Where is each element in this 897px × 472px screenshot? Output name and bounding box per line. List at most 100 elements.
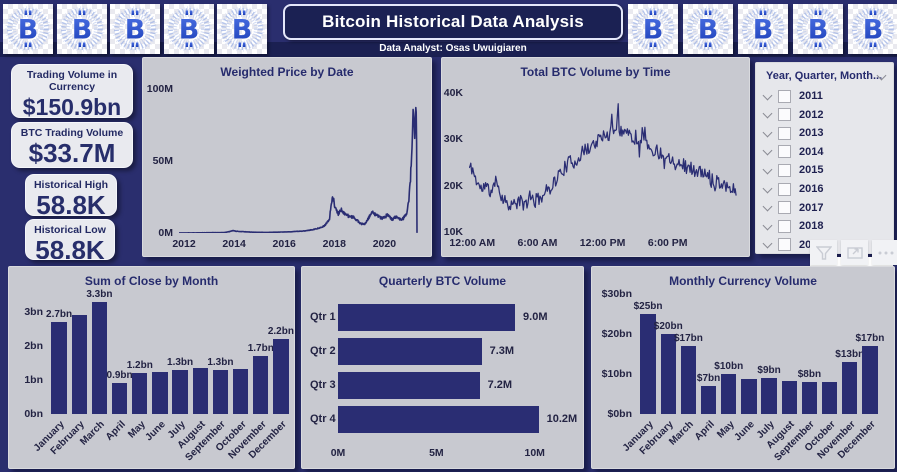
chart-title: Monthly Currency Volume	[669, 274, 817, 288]
slicer-item-2017[interactable]: 2017	[762, 199, 824, 217]
expand-chevron-icon[interactable]	[762, 127, 773, 138]
checkbox-2014[interactable]	[778, 145, 791, 159]
bar-qtr-1[interactable]	[338, 304, 516, 331]
kpi-label: Historical High	[33, 179, 109, 191]
slicer-item-2014[interactable]: 2014	[762, 143, 824, 161]
kpi-value: $33.7M	[28, 138, 116, 168]
slicer-item-2013[interactable]: 2013	[762, 124, 824, 142]
slicer-item-2018[interactable]: 2018	[762, 217, 824, 235]
bar-january[interactable]	[640, 314, 656, 414]
kpi-trading-volume-currency: Trading Volume in Currency $150.9bn	[11, 64, 133, 118]
bar-value-label: $17bn	[855, 333, 885, 344]
bar-qtr-4[interactable]	[338, 406, 539, 433]
bar-value-label: $10bn	[714, 361, 744, 372]
bar-value-label: $9bn	[757, 365, 781, 376]
bar-august[interactable]	[192, 368, 208, 414]
sum-of-close-by-month-chart: Sum of Close by Month 2.7bn January Februa…	[8, 266, 295, 469]
bar-august[interactable]	[781, 380, 797, 414]
slicer-item-2016[interactable]: 2016	[762, 180, 824, 198]
y-tick-label: 100M	[146, 83, 173, 95]
bitcoin-b-icon: B	[112, 6, 158, 52]
dashboard-title-box: Bitcoin Historical Data Analysis	[283, 4, 623, 40]
bar-july[interactable]	[172, 370, 188, 414]
slicer-item-2015[interactable]: 2015	[762, 161, 824, 179]
line-series	[179, 106, 418, 233]
x-tick-label: 2018	[322, 238, 346, 250]
bitcoin-b-icon: B	[795, 6, 841, 52]
slicer-item-label[interactable]: 2014	[799, 145, 824, 158]
bar-february[interactable]	[71, 315, 87, 414]
bar-november[interactable]	[253, 356, 269, 414]
slicer-item-label[interactable]: 2016	[799, 183, 824, 195]
bar-may[interactable]	[721, 374, 737, 414]
line-series	[469, 103, 737, 211]
bar-june[interactable]	[152, 372, 168, 414]
slicer-item-label[interactable]: 2015	[799, 164, 824, 177]
bar-september[interactable]	[801, 382, 818, 414]
expand-chevron-icon[interactable]	[762, 220, 773, 231]
bar-november[interactable]	[842, 362, 858, 414]
bar-value-label: $17bn	[673, 333, 703, 344]
expand-chevron-icon[interactable]	[762, 108, 773, 119]
bar-march[interactable]	[680, 346, 697, 414]
expand-chevron-icon[interactable]	[762, 183, 773, 193]
x-tick-label: 2014	[222, 238, 246, 250]
y-tick-label: 3bn	[24, 305, 43, 318]
checkbox-2013[interactable]	[778, 126, 791, 140]
expand-chevron-icon[interactable]	[762, 90, 773, 100]
bitcoin-logo: B	[628, 4, 678, 54]
bar-october[interactable]	[232, 368, 249, 414]
svg-text:B: B	[863, 15, 884, 46]
checkbox-2015[interactable]	[778, 163, 791, 177]
bar-value-label: $20bn	[653, 321, 683, 332]
kpi-value: 58.8K	[35, 235, 105, 260]
svg-text:B: B	[125, 15, 146, 46]
bar-march[interactable]	[91, 301, 108, 414]
checkbox-2019[interactable]	[778, 238, 791, 252]
filter-icon[interactable]	[810, 240, 837, 265]
expand-chevron-icon[interactable]	[762, 164, 773, 175]
slicer-item-2011[interactable]: 2011	[762, 87, 823, 105]
bar-value-label: 7.2M	[487, 379, 513, 391]
bar-may[interactable]	[132, 373, 148, 414]
bar-qtr-2[interactable]	[338, 338, 482, 365]
expand-chevron-icon[interactable]	[762, 201, 773, 212]
more-options-icon[interactable]	[872, 240, 897, 265]
slicer-item-label[interactable]: 2012	[799, 108, 824, 121]
slicer-item-label[interactable]: 2013	[799, 127, 824, 140]
expand-chevron-icon[interactable]	[762, 238, 773, 249]
y-tick-label: 30K	[443, 133, 463, 146]
bitcoin-logo: B	[3, 4, 53, 54]
bar-july[interactable]	[761, 378, 777, 414]
checkbox-2011[interactable]	[778, 89, 791, 103]
bar-december[interactable]	[862, 346, 878, 414]
checkbox-2017[interactable]	[778, 201, 791, 215]
bar-february[interactable]	[660, 334, 676, 414]
checkbox-2012[interactable]	[778, 108, 791, 122]
slicer-item-label[interactable]: 2017	[799, 201, 824, 214]
bitcoin-logo: B	[683, 4, 733, 54]
slicer-item-2012[interactable]: 2012	[762, 106, 824, 124]
bar-october[interactable]	[821, 382, 838, 414]
y-tick-label: $20bn	[601, 328, 632, 340]
plot-area	[469, 86, 747, 232]
bar-january[interactable]	[51, 322, 67, 414]
bar-value-label: $25bn	[633, 301, 663, 312]
kpi-label: Historical Low	[34, 224, 106, 236]
slicer-title[interactable]: Year, Quarter, Month...	[766, 70, 883, 82]
bar-qtr-3[interactable]	[338, 372, 480, 399]
checkbox-2018[interactable]	[778, 219, 791, 233]
svg-text:B: B	[753, 15, 774, 46]
checkbox-2016[interactable]	[778, 182, 791, 196]
bar-value-label: 9.0M	[523, 311, 548, 323]
bar-june[interactable]	[741, 379, 757, 414]
slicer-item-label[interactable]: 2011	[799, 90, 823, 102]
focus-mode-icon[interactable]	[841, 240, 868, 265]
bar-september[interactable]	[212, 369, 229, 414]
bar-december[interactable]	[273, 339, 289, 414]
expand-chevron-icon[interactable]	[762, 145, 773, 156]
bar-april[interactable]	[111, 383, 128, 414]
slicer-item-label[interactable]: 2018	[799, 220, 824, 233]
bar-april[interactable]	[700, 386, 717, 414]
